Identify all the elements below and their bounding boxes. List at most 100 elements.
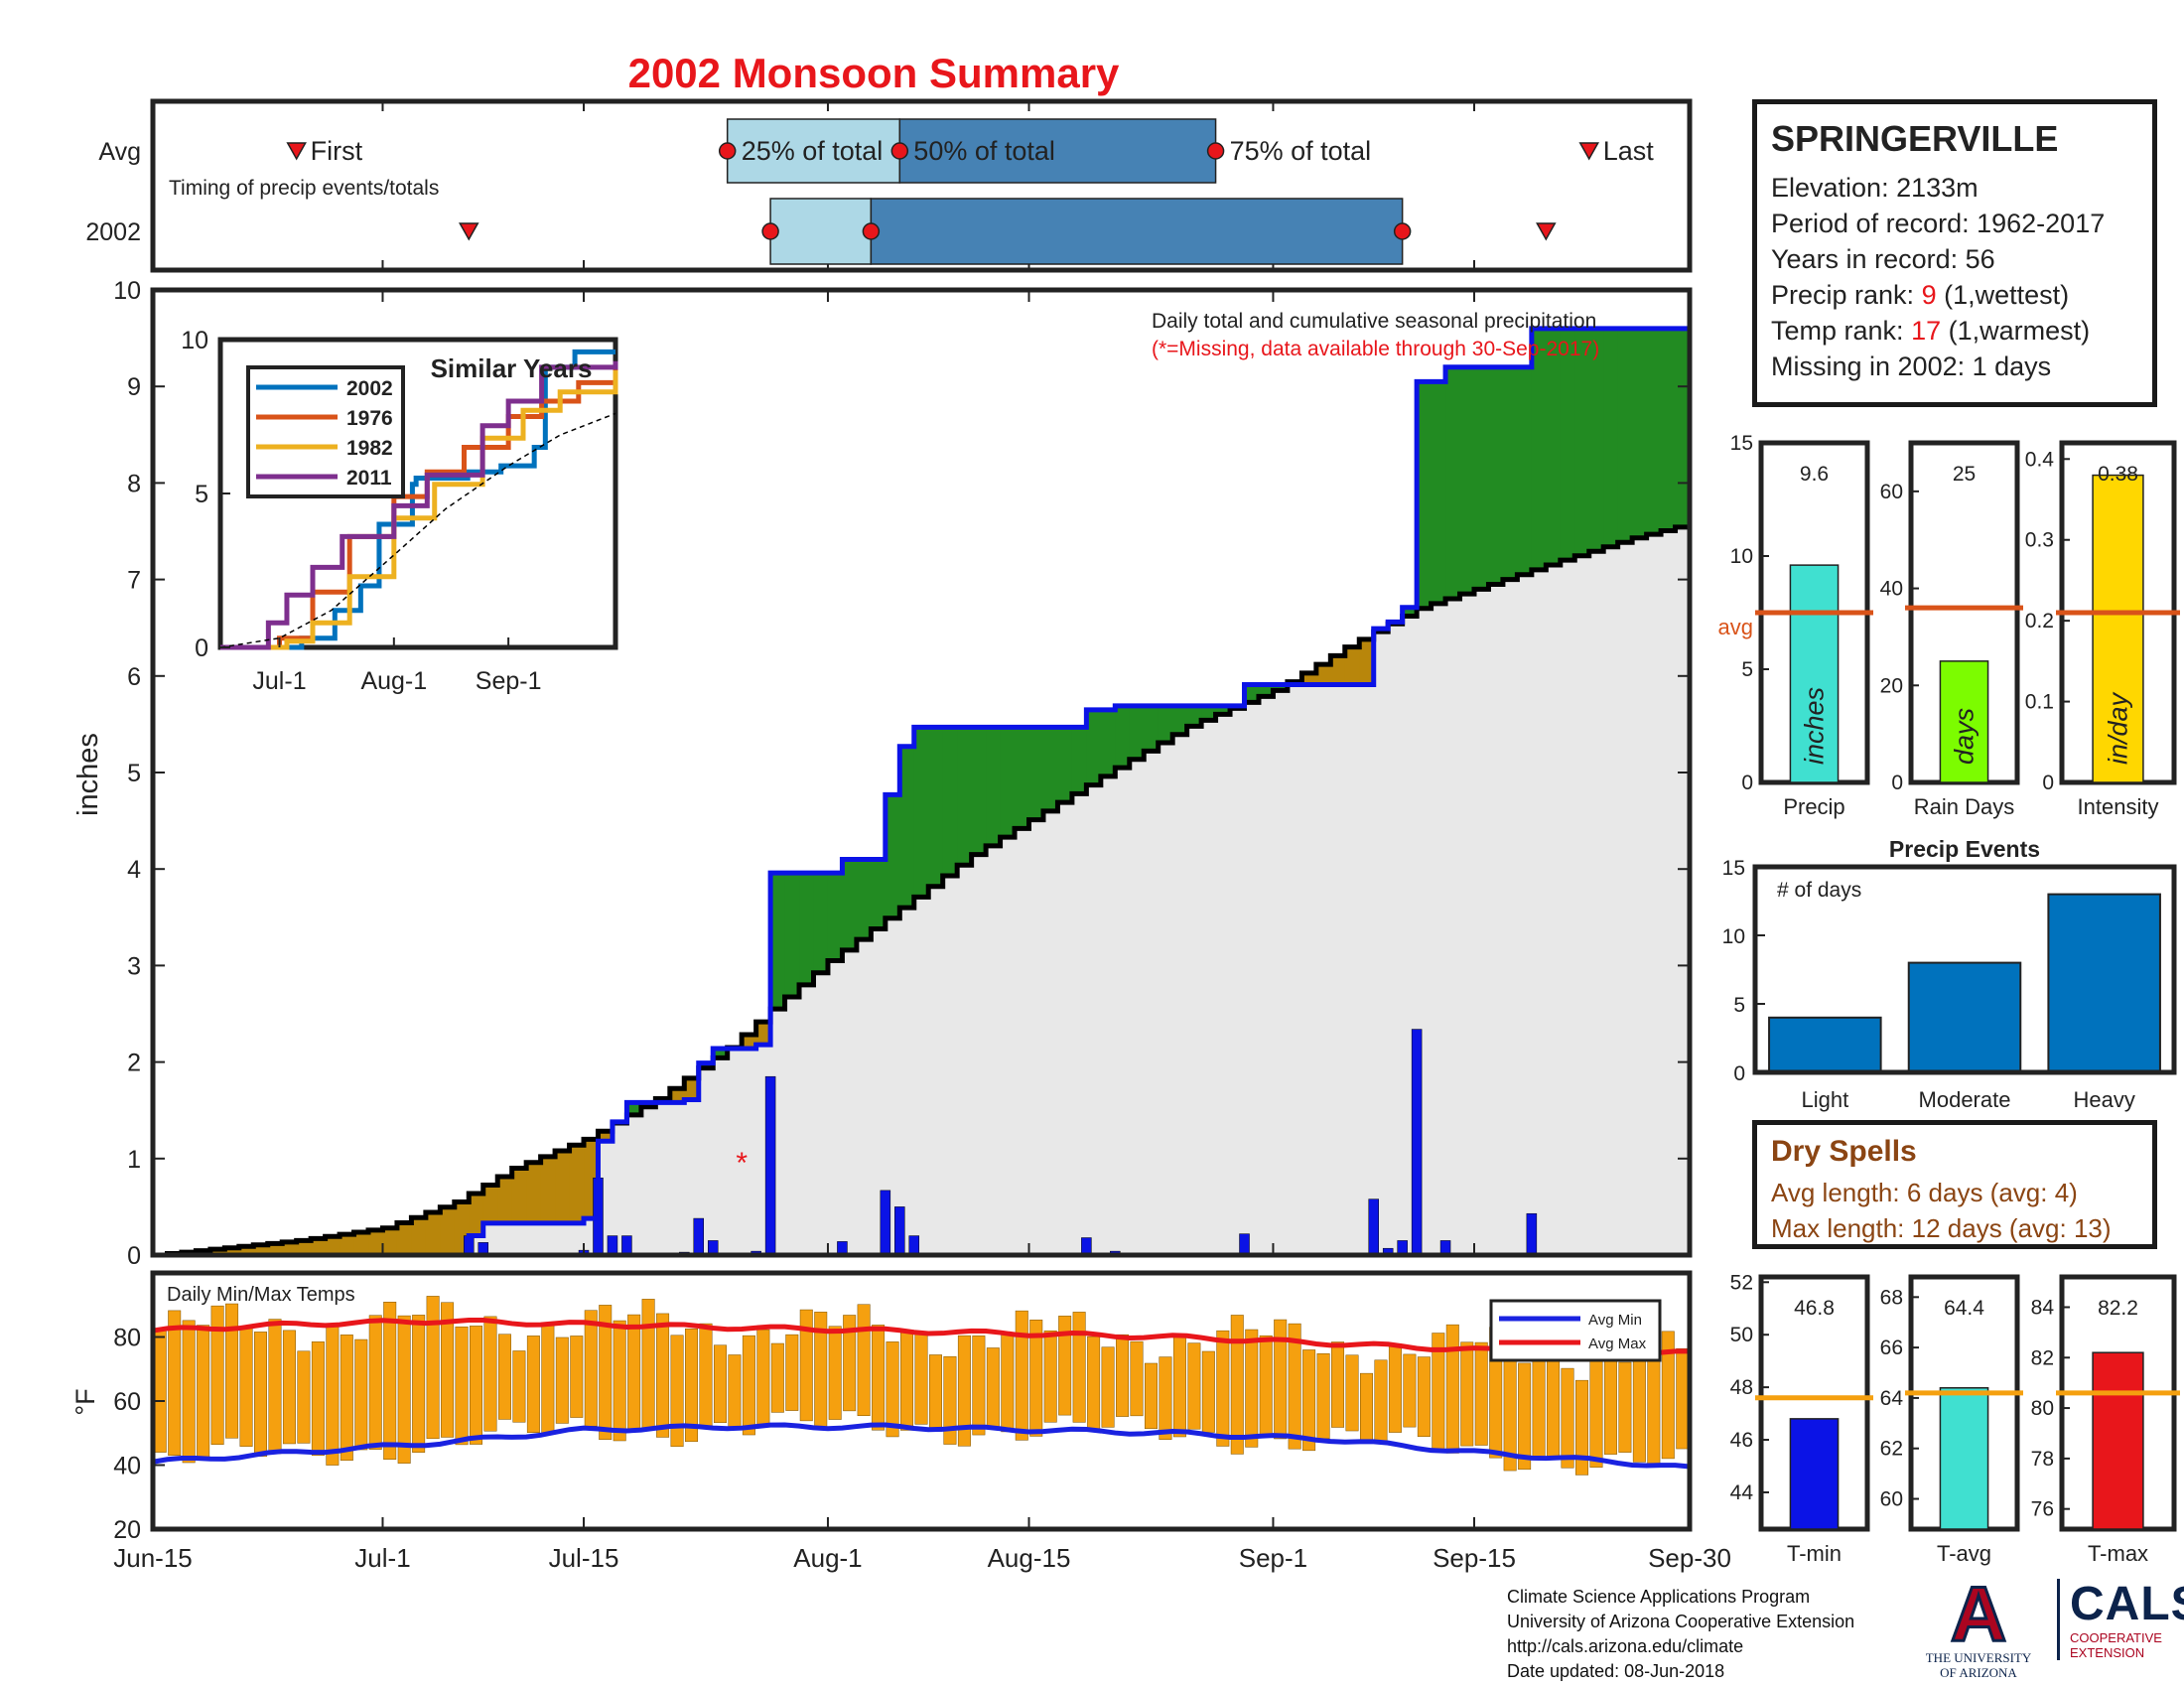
above-average-fill bbox=[1071, 727, 1087, 794]
daily-temp-bar bbox=[512, 1350, 526, 1423]
stat-value-label: 64.4 bbox=[1944, 1297, 1984, 1320]
timing-percent-dot bbox=[761, 222, 779, 240]
daily-temp-bar bbox=[268, 1319, 282, 1455]
stat-y-tick-label: 0 bbox=[1741, 772, 1753, 794]
daily-temp-bar bbox=[1101, 1346, 1115, 1428]
y-tick-label: 5 bbox=[127, 760, 141, 787]
below-average-fill bbox=[469, 1194, 484, 1236]
daily-temp-bar bbox=[297, 1350, 311, 1444]
daily-temp-bar bbox=[728, 1354, 742, 1431]
above-average-fill bbox=[770, 873, 786, 1010]
above-average-fill bbox=[813, 873, 829, 973]
daily-temp-bar bbox=[1259, 1335, 1273, 1438]
daily-temp-bar bbox=[1316, 1352, 1330, 1440]
above-average-fill bbox=[1015, 727, 1030, 829]
stat-y-tick-label: 82 bbox=[2031, 1346, 2054, 1369]
below-average-fill bbox=[1330, 655, 1346, 685]
inset-legend-label: 2002 bbox=[346, 377, 393, 400]
daily-temp-bar bbox=[886, 1341, 899, 1438]
inset-y-tick-label: 5 bbox=[195, 481, 208, 508]
above-average-fill bbox=[1115, 705, 1131, 769]
daily-temp-bar bbox=[1159, 1356, 1172, 1441]
stat-category-label: T-min bbox=[1787, 1541, 1842, 1566]
stat-value-label: 25 bbox=[1953, 463, 1976, 486]
inset-legend-label: 2011 bbox=[346, 467, 392, 490]
below-average-fill bbox=[368, 1229, 384, 1255]
stat-value-label: 9.6 bbox=[1800, 463, 1829, 486]
above-average-fill bbox=[1144, 705, 1160, 752]
stat-y-tick-label: 5 bbox=[1741, 658, 1753, 681]
stat-bar bbox=[1939, 660, 1989, 783]
daily-temp-bar bbox=[928, 1354, 942, 1432]
missing-line: Missing in 2002: 1 days bbox=[1771, 352, 2052, 381]
daily-temp-bar bbox=[483, 1316, 497, 1432]
daily-temp-bar bbox=[943, 1355, 957, 1445]
above-average-fill bbox=[1488, 366, 1504, 585]
stat-category-label: Rain Days bbox=[1914, 794, 2014, 819]
ua-logo-caption: THE UNIVERSITY bbox=[1925, 1650, 2032, 1665]
daily-temp-bar bbox=[254, 1332, 267, 1457]
daily-temp-bar bbox=[368, 1315, 382, 1450]
daily-temp-bar bbox=[986, 1347, 1000, 1428]
temps-legend-label: Avg Min bbox=[1588, 1312, 1642, 1329]
timing-label-75: 75% of total bbox=[1230, 136, 1372, 166]
temp-rank-prefix: Temp rank: bbox=[1771, 316, 1912, 346]
footer-link[interactable]: http://cals.arizona.edu/climate bbox=[1507, 1636, 1744, 1656]
precip-chart-title: Daily total and cumulative seasonal prec… bbox=[1152, 310, 1596, 333]
daily-temp-bar bbox=[1072, 1312, 1086, 1423]
timing-marker-first bbox=[458, 222, 479, 241]
below-average-fill bbox=[1359, 638, 1375, 685]
daily-temp-bar bbox=[1460, 1341, 1474, 1447]
daily-precip-bar bbox=[607, 1235, 618, 1256]
above-average-fill bbox=[856, 859, 872, 940]
above-average-fill bbox=[1028, 727, 1044, 820]
daily-precip-bar bbox=[880, 1190, 891, 1256]
above-average-fill bbox=[1661, 328, 1677, 531]
stat-unit-label: days bbox=[1950, 708, 1979, 765]
temp-rank-line: Temp rank: 17 (1,warmest) bbox=[1771, 313, 2138, 349]
below-average-fill bbox=[296, 1240, 312, 1255]
daily-temp-bar bbox=[426, 1296, 440, 1440]
events-bar bbox=[2047, 893, 2161, 1073]
daily-temp-bar bbox=[455, 1326, 469, 1446]
x-tick-label: Jul-15 bbox=[549, 1543, 619, 1573]
daily-temp-bar bbox=[311, 1341, 325, 1457]
temp-y-axis-label: °F bbox=[70, 1388, 100, 1415]
period-line: Period of record: 1962-2017 bbox=[1771, 209, 2106, 238]
temp-y-tick-label: 60 bbox=[113, 1388, 141, 1416]
x-tick-label: Jul-1 bbox=[354, 1543, 410, 1573]
daily-precip-bar bbox=[894, 1206, 905, 1256]
timing-box-25-50 bbox=[726, 118, 901, 184]
daily-temp-bar bbox=[383, 1302, 397, 1461]
events-y-tick-label: 5 bbox=[1733, 994, 1745, 1017]
similar-years-inset: 0 5 10 Jul-1 Aug-1 Sep-1 Similar Years 2002 1976… bbox=[181, 327, 618, 695]
daily-precip-bar bbox=[1526, 1212, 1538, 1256]
stat-y-tick-label: 64 bbox=[1880, 1387, 1904, 1410]
below-average-fill bbox=[755, 1022, 771, 1046]
stat-category-label: T-avg bbox=[1937, 1541, 1991, 1566]
cals-logo-caption: EXTENSION bbox=[2070, 1645, 2145, 1660]
daily-temp-bar bbox=[1445, 1324, 1459, 1454]
precip-rank-value: 9 bbox=[1921, 280, 1937, 310]
above-average-fill bbox=[1502, 366, 1518, 580]
stat-y-tick-label: 40 bbox=[1880, 578, 1903, 601]
station-info-box: SPRINGERVILLE Elevation: 2133m Period of… bbox=[1752, 99, 2157, 407]
daily-temp-bar bbox=[1015, 1310, 1028, 1441]
below-average-fill bbox=[742, 1035, 757, 1049]
temp-rank-value: 17 bbox=[1911, 316, 1942, 346]
daily-temp-bar bbox=[670, 1335, 684, 1448]
daily-temp-bar bbox=[470, 1326, 482, 1445]
daily-temp-bar bbox=[239, 1327, 253, 1447]
timing-percent-dot bbox=[890, 142, 909, 160]
inset-y-tick-label: 10 bbox=[181, 327, 208, 354]
daily-temp-bar bbox=[828, 1326, 842, 1420]
daily-temp-bar bbox=[570, 1336, 584, 1418]
events-y-tick-label: 15 bbox=[1722, 857, 1745, 880]
stat-y-tick-label: 50 bbox=[1730, 1324, 1753, 1346]
daily-temp-bar bbox=[599, 1305, 613, 1441]
below-average-fill bbox=[282, 1241, 298, 1255]
stat-y-tick-label: 44 bbox=[1730, 1481, 1754, 1504]
above-average-fill bbox=[1273, 684, 1289, 691]
above-average-fill bbox=[957, 727, 973, 866]
timing-percent-dot bbox=[1393, 222, 1412, 240]
